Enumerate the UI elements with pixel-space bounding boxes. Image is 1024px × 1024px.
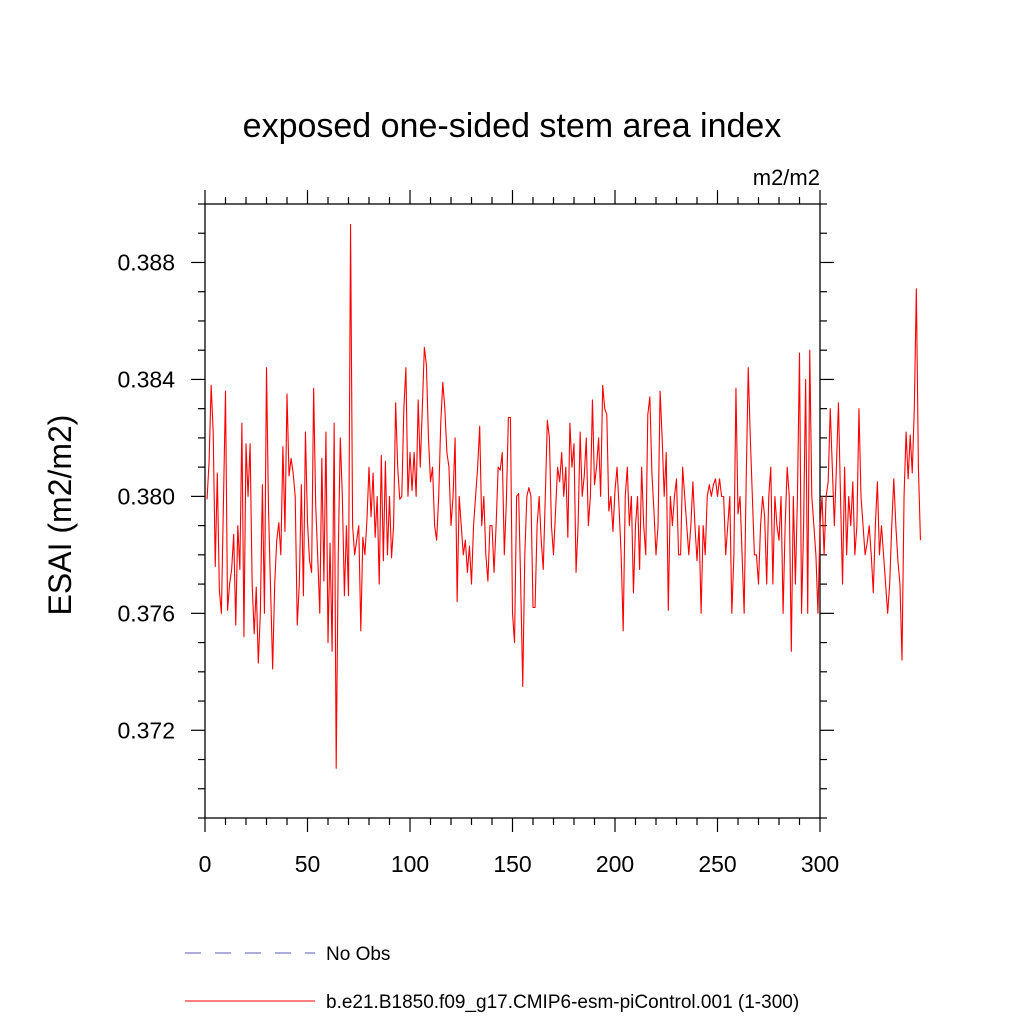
x-tick-label: 150	[493, 851, 531, 877]
x-tick-label: 250	[698, 851, 736, 877]
chart-title: exposed one-sided stem area index	[243, 107, 782, 145]
y-axis-label: ESAI (m2/m2)	[42, 415, 78, 616]
x-tick-label: 300	[801, 851, 839, 877]
legend-label-control-run: b.e21.B1850.f09_g17.CMIP6-esm-piControl.…	[326, 992, 799, 1013]
x-tick-labels: 0 50 100 150 200 250 300	[199, 851, 840, 877]
legend: No Obs b.e21.B1850.f09_g17.CMIP6-esm-piC…	[185, 944, 799, 1013]
y-tick-label: 0.384	[117, 366, 175, 392]
data-series-line	[206, 223, 921, 769]
y-tick-label: 0.376	[117, 600, 175, 626]
x-tick-label: 100	[391, 851, 429, 877]
plot-frame	[204, 203, 821, 819]
units-label: m2/m2	[753, 165, 820, 190]
y-tick-label: 0.372	[117, 717, 175, 743]
y-tick-label: 0.388	[117, 249, 175, 275]
y-tick-label: 0.380	[117, 483, 175, 509]
x-tick-label: 200	[596, 851, 634, 877]
x-tick-label: 50	[295, 851, 321, 877]
x-tick-label: 0	[199, 851, 212, 877]
legend-label-no-obs: No Obs	[326, 944, 390, 965]
y-tick-labels: 0.372 0.376 0.380 0.384 0.388	[117, 249, 175, 743]
